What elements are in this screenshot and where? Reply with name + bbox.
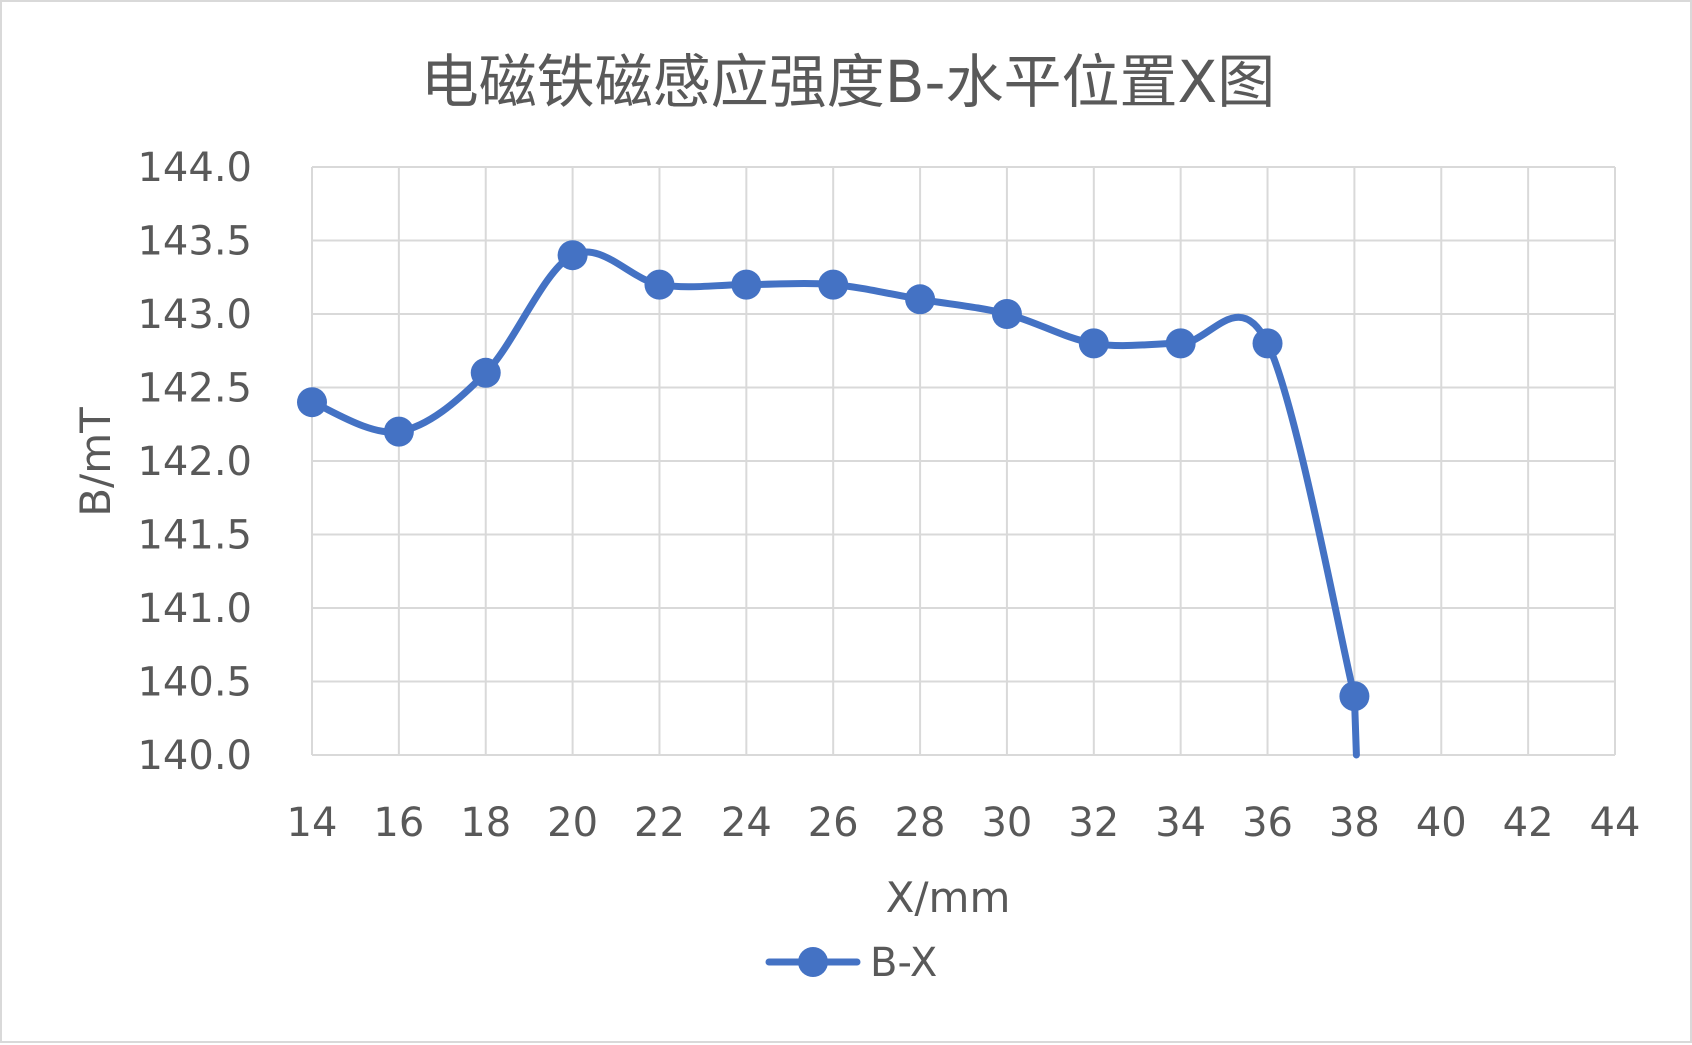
x-tick-label: 38 — [1329, 800, 1380, 846]
y-axis-label: B/mT — [71, 407, 120, 517]
data-point-x-32[interactable] — [1078, 328, 1109, 359]
x-tick-label: 22 — [634, 800, 685, 846]
x-tick-label: 24 — [721, 800, 772, 846]
x-tick-label: 16 — [373, 800, 424, 846]
y-tick-label: 143.0 — [137, 292, 252, 338]
x-tick-label: 32 — [1068, 800, 1119, 846]
x-axis-label: X/mm — [886, 873, 1011, 922]
chart-title: 电磁铁磁感应强度B-水平位置X图 — [421, 48, 1275, 116]
y-tick-label: 142.5 — [137, 366, 252, 412]
data-point-x-14[interactable] — [297, 387, 327, 418]
x-tick-label: 36 — [1242, 800, 1293, 846]
y-tick-label: 141.0 — [137, 586, 252, 632]
data-point-x-20[interactable] — [557, 240, 588, 271]
data-point-x-34[interactable] — [1165, 328, 1196, 359]
y-tick-label: 143.5 — [137, 219, 252, 265]
data-point-x-22[interactable] — [644, 269, 675, 300]
legend-label-b-x: B-X — [870, 940, 937, 986]
x-tick-label: 42 — [1503, 800, 1554, 846]
series-layer — [297, 240, 1370, 759]
legend: B-X — [765, 940, 937, 986]
y-tick-label: 141.5 — [137, 513, 252, 559]
x-tick-label: 26 — [808, 800, 859, 846]
x-tick-label: 18 — [460, 800, 511, 846]
data-point-x-38[interactable] — [1339, 681, 1370, 712]
x-tick-label: 30 — [981, 800, 1032, 846]
x-tick-label: 28 — [895, 800, 946, 846]
data-point-x-36[interactable] — [1252, 328, 1283, 359]
x-axis-ticks: 14 16 18 20 22 24 26 28 30 32 34 36 38 40 42 44 — [287, 800, 1641, 846]
y-axis-ticks: 140.0 140.5 141.0 141.5 142.0 142.5 143.0 143.5… — [137, 145, 252, 779]
y-tick-label: 144.0 — [137, 145, 252, 191]
x-tick-label: 20 — [547, 800, 598, 846]
data-point-x-16[interactable] — [383, 416, 414, 447]
y-tick-label: 140.5 — [137, 660, 252, 706]
x-tick-label: 34 — [1155, 800, 1206, 846]
data-point-x-26[interactable] — [818, 269, 849, 300]
y-tick-label: 142.0 — [137, 439, 252, 485]
x-tick-label: 44 — [1590, 800, 1641, 846]
data-point-x-24[interactable] — [731, 269, 762, 300]
data-point-x-18[interactable] — [470, 357, 501, 388]
gridlines — [311, 166, 1616, 756]
data-point-x-30[interactable] — [991, 299, 1022, 329]
y-tick-label: 140.0 — [137, 733, 252, 779]
x-tick-label: 40 — [1416, 800, 1467, 846]
x-tick-label: 14 — [287, 800, 338, 846]
legend-point-marker — [798, 947, 828, 977]
data-point-x-28[interactable] — [905, 284, 936, 315]
